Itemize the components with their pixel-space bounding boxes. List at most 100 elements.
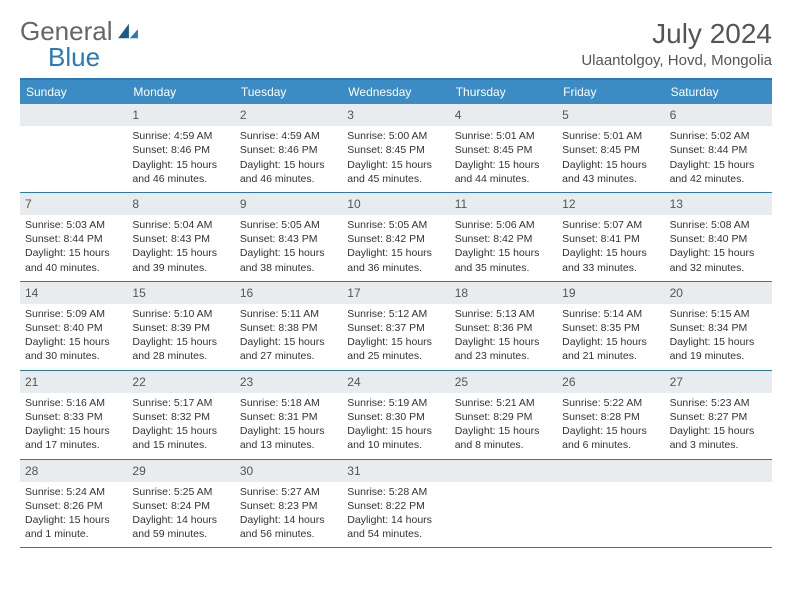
day-number: 16 — [235, 282, 342, 304]
sunset-text: Sunset: 8:23 PM — [239, 499, 338, 513]
day-number: 20 — [665, 282, 772, 304]
sunrise-text: Sunrise: 5:02 AM — [669, 129, 768, 143]
dayname-wednesday: Wednesday — [342, 80, 449, 104]
day-cell: 23Sunrise: 5:18 AMSunset: 8:31 PMDayligh… — [235, 371, 342, 459]
day-cell: 27Sunrise: 5:23 AMSunset: 8:27 PMDayligh… — [665, 371, 772, 459]
day-number: 10 — [342, 193, 449, 215]
daylight-text: Daylight: 15 hours and 8 minutes. — [454, 424, 553, 452]
sunset-text: Sunset: 8:31 PM — [239, 410, 338, 424]
sunrise-text: Sunrise: 5:08 AM — [669, 218, 768, 232]
day-number: 17 — [342, 282, 449, 304]
daylight-text: Daylight: 15 hours and 32 minutes. — [669, 246, 768, 274]
sunset-text: Sunset: 8:46 PM — [239, 143, 338, 157]
day-number: 13 — [665, 193, 772, 215]
daylight-text: Daylight: 14 hours and 56 minutes. — [239, 513, 338, 541]
daylight-text: Daylight: 15 hours and 30 minutes. — [24, 335, 123, 363]
day-cell: 20Sunrise: 5:15 AMSunset: 8:34 PMDayligh… — [665, 282, 772, 370]
sunrise-text: Sunrise: 5:11 AM — [239, 307, 338, 321]
sunrise-text: Sunrise: 5:10 AM — [131, 307, 230, 321]
sunset-text: Sunset: 8:28 PM — [561, 410, 660, 424]
daylight-text: Daylight: 14 hours and 54 minutes. — [346, 513, 445, 541]
header: GeneralBlue July 2024 Ulaantolgoy, Hovd,… — [20, 18, 772, 70]
sunrise-text: Sunrise: 5:00 AM — [346, 129, 445, 143]
day-number: 23 — [235, 371, 342, 393]
week-row: 1Sunrise: 4:59 AMSunset: 8:46 PMDaylight… — [20, 104, 772, 193]
day-cell: 17 Sunrise: 5:12 AMSunset: 8:37 PMDayligh… — [342, 282, 449, 370]
dayname-tuesday: Tuesday — [235, 80, 342, 104]
day-number: 9 — [235, 193, 342, 215]
sunrise-text: Sunrise: 5:12 AM — [346, 307, 445, 321]
sunset-text: Sunset: 8:41 PM — [561, 232, 660, 246]
day-cell: 10Sunrise: 5:05 AMSunset: 8:42 PMDayligh… — [342, 193, 449, 281]
title-block: July 2024 Ulaantolgoy, Hovd, Mongolia — [581, 18, 772, 69]
daylight-text: Daylight: 15 hours and 28 minutes. — [131, 335, 230, 363]
day-cell: 29Sunrise: 5:25 AMSunset: 8:24 PMDayligh… — [127, 460, 234, 548]
sunset-text: Sunset: 8:46 PM — [131, 143, 230, 157]
day-cell: 3Sunrise: 5:00 AMSunset: 8:45 PMDaylight… — [342, 104, 449, 192]
daylight-text: Daylight: 15 hours and 39 minutes. — [131, 246, 230, 274]
day-number: 21 — [20, 371, 127, 393]
day-number: 27 — [665, 371, 772, 393]
daylight-text: Daylight: 15 hours and 46 minutes. — [131, 158, 230, 186]
day-number — [557, 460, 664, 482]
day-cell: 12Sunrise: 5:07 AMSunset: 8:41 PMDayligh… — [557, 193, 664, 281]
day-cell — [665, 460, 772, 548]
sunset-text: Sunset: 8:42 PM — [346, 232, 445, 246]
sunset-text: Sunset: 8:40 PM — [24, 321, 123, 335]
sunset-text: Sunset: 8:37 PM — [346, 321, 445, 335]
day-cell: 1 Sunrise: 4:59 AMSunset: 8:46 PMDaylight… — [127, 104, 234, 192]
sunrise-text: Sunrise: 5:01 AM — [454, 129, 553, 143]
sunset-text: Sunset: 8:29 PM — [454, 410, 553, 424]
day-cell: 4Sunrise: 5:01 AMSunset: 8:45 PMDaylight… — [450, 104, 557, 192]
day-number: 14 — [20, 282, 127, 304]
sunrise-text: Sunrise: 5:03 AM — [24, 218, 123, 232]
sunrise-text: Sunrise: 5:13 AM — [454, 307, 553, 321]
sunrise-text: Sunrise: 5:15 AM — [669, 307, 768, 321]
logo: GeneralBlue — [20, 18, 140, 70]
sunrise-text: Sunrise: 5:22 AM — [561, 396, 660, 410]
week-row: 7Sunrise: 5:03 AMSunset: 8:44 PMDaylight… — [20, 193, 772, 282]
day-number: 22 — [127, 371, 234, 393]
sunset-text: Sunset: 8:45 PM — [346, 143, 445, 157]
day-cell: 26Sunrise: 5:22 AMSunset: 8:28 PMDayligh… — [557, 371, 664, 459]
sunset-text: Sunset: 8:38 PM — [239, 321, 338, 335]
day-number: 15 — [127, 282, 234, 304]
sunrise-text: Sunrise: 5:28 AM — [346, 485, 445, 499]
day-number: 5 — [557, 104, 664, 126]
day-cell — [20, 104, 127, 192]
daylight-text: Daylight: 15 hours and 25 minutes. — [346, 335, 445, 363]
sunrise-text: Sunrise: 5:27 AM — [239, 485, 338, 499]
day-number: 8 — [127, 193, 234, 215]
day-cell: 5Sunrise: 5:01 AMSunset: 8:45 PMDaylight… — [557, 104, 664, 192]
day-cell: 21Sunrise: 5:16 AMSunset: 8:33 PMDayligh… — [20, 371, 127, 459]
day-cell: 6Sunrise: 5:02 AMSunset: 8:44 PMDaylight… — [665, 104, 772, 192]
daylight-text: Daylight: 15 hours and 44 minutes. — [454, 158, 553, 186]
day-number: 30 — [235, 460, 342, 482]
sunset-text: Sunset: 8:40 PM — [669, 232, 768, 246]
sunset-text: Sunset: 8:42 PM — [454, 232, 553, 246]
sunset-text: Sunset: 8:32 PM — [131, 410, 230, 424]
day-number: 11 — [450, 193, 557, 215]
daylight-text: Daylight: 15 hours and 13 minutes. — [239, 424, 338, 452]
day-cell: 14Sunrise: 5:09 AMSunset: 8:40 PMDayligh… — [20, 282, 127, 370]
day-cell — [557, 460, 664, 548]
day-cell: 31Sunrise: 5:28 AMSunset: 8:22 PMDayligh… — [342, 460, 449, 548]
daylight-text: Daylight: 15 hours and 19 minutes. — [669, 335, 768, 363]
daylight-text: Daylight: 15 hours and 38 minutes. — [239, 246, 338, 274]
sunset-text: Sunset: 8:45 PM — [561, 143, 660, 157]
dayname-saturday: Saturday — [665, 80, 772, 104]
day-cell — [450, 460, 557, 548]
sunset-text: Sunset: 8:35 PM — [561, 321, 660, 335]
sunrise-text: Sunrise: 4:59 AM — [131, 129, 230, 143]
day-number: 19 — [557, 282, 664, 304]
sunrise-text: Sunrise: 5:19 AM — [346, 396, 445, 410]
calendar: Sunday Monday Tuesday Wednesday Thursday… — [20, 78, 772, 548]
day-cell: 2Sunrise: 4:59 AMSunset: 8:46 PMDaylight… — [235, 104, 342, 192]
dayname-sunday: Sunday — [20, 80, 127, 104]
sunset-text: Sunset: 8:33 PM — [24, 410, 123, 424]
day-number: 1 — [127, 104, 234, 126]
daylight-text: Daylight: 15 hours and 45 minutes. — [346, 158, 445, 186]
day-number: 18 — [450, 282, 557, 304]
sunrise-text: Sunrise: 5:04 AM — [131, 218, 230, 232]
day-cell: 25Sunrise: 5:21 AMSunset: 8:29 PMDayligh… — [450, 371, 557, 459]
